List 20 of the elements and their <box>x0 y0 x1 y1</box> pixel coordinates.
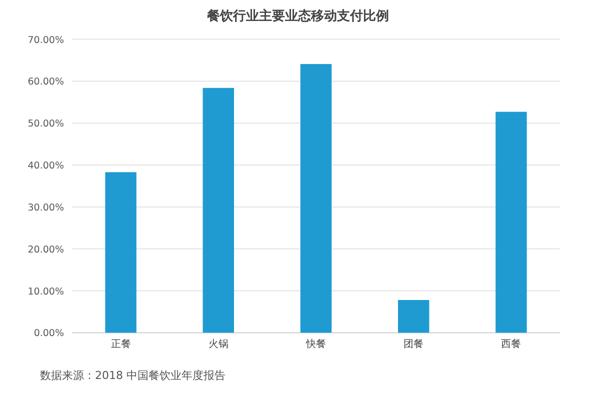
y-tick-label: 30.00% <box>28 202 64 214</box>
x-tick-label: 快餐 <box>305 338 326 350</box>
y-tick-label: 10.00% <box>28 286 64 298</box>
bar <box>300 64 332 333</box>
y-tick-label: 40.00% <box>28 160 64 172</box>
y-tick-label: 60.00% <box>28 76 64 88</box>
y-tick-label: 50.00% <box>28 118 64 130</box>
x-tick-label: 火锅 <box>208 338 228 350</box>
x-tick-label: 西餐 <box>501 338 522 350</box>
y-tick-label: 70.00% <box>28 34 64 46</box>
bar <box>496 112 527 333</box>
x-tick-label: 正餐 <box>110 338 131 350</box>
y-tick-label: 0.00% <box>34 328 64 340</box>
bar <box>398 300 430 333</box>
source-note: 数据来源：2018 中国餐饮业年度报告 <box>40 369 226 382</box>
bar <box>105 172 136 333</box>
x-tick-label: 团餐 <box>404 338 424 350</box>
bar <box>202 88 234 333</box>
chart-title: 餐饮行业主要业态移动支付比例 <box>206 8 389 24</box>
y-tick-label: 20.00% <box>28 244 64 256</box>
